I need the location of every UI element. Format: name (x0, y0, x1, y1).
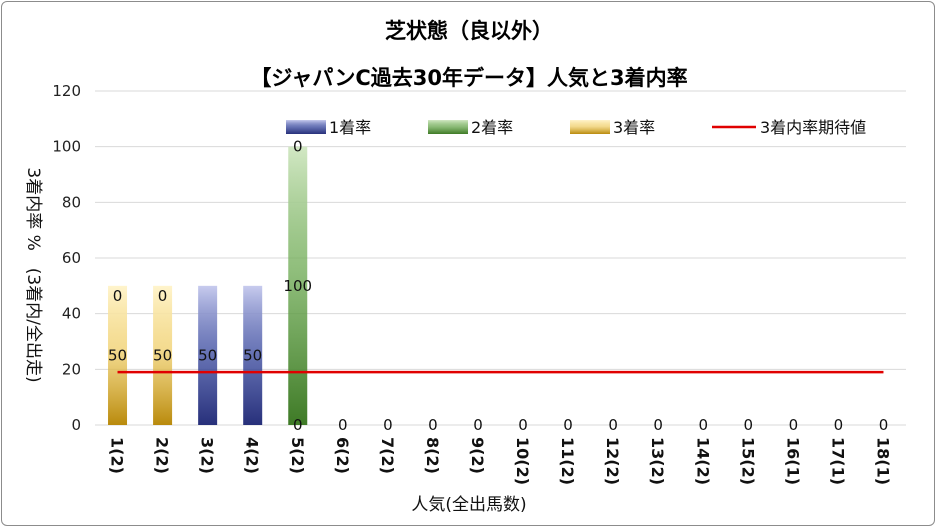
bar-1着率 (198, 285, 218, 425)
bar-2着率 (288, 146, 308, 425)
x-tick-label: 9(2) (468, 437, 487, 474)
legend-swatch (428, 120, 468, 134)
data-label-1着率: 0 (428, 416, 438, 434)
legend-item: 1着率 (286, 118, 371, 137)
legend-swatch (286, 120, 326, 134)
x-tick-label: 18(1) (873, 437, 892, 485)
gridlines (95, 90, 906, 426)
bar-3着率 (153, 285, 173, 425)
y-tick-label: 100 (52, 138, 81, 156)
x-tick-label: 10(2) (513, 437, 532, 485)
legend-swatch (570, 120, 610, 134)
x-tick-label: 13(2) (648, 437, 667, 485)
x-tick-label: 5(2) (288, 437, 307, 474)
y-tick-label: 60 (62, 249, 81, 267)
data-label-3着率: 50 (108, 346, 127, 364)
x-tick-label: 1(2) (108, 437, 127, 474)
x-tick-label: 16(1) (783, 437, 802, 485)
data-label-1着率: 0 (293, 416, 303, 434)
bars (108, 146, 308, 425)
x-tick-label: 6(2) (333, 437, 352, 474)
x-tick-label: 14(2) (693, 437, 712, 485)
y-tick-label: 80 (62, 193, 81, 211)
data-label-1着率: 0 (383, 416, 393, 434)
data-label-1着率: 0 (518, 416, 528, 434)
y-axis-label: 3着内率 % (3着内/全出走) (23, 167, 43, 382)
legend-item: 2着率 (428, 118, 513, 137)
x-tick-label: 11(2) (558, 437, 577, 485)
y-tick-label: 120 (52, 82, 81, 100)
data-label-1着率: 0 (698, 416, 708, 434)
y-tick-label: 20 (62, 360, 81, 378)
data-label-2着率: 100 (283, 277, 312, 295)
y-tick-label: 0 (71, 416, 81, 434)
data-label-top: 0 (158, 287, 168, 305)
data-labels: 50 0 50 0 50 50 0 100 0 0 0 0 0 0 0 0 0 0 0 0 0 0 (108, 138, 888, 434)
chart-subtitle: 【ジャパンC過去30年データ】人気と3着内率 (250, 66, 687, 90)
bar-3着率 (108, 285, 128, 425)
chart-title: 芝状態（良以外） (385, 19, 553, 43)
y-tick-label: 40 (62, 305, 81, 323)
x-tick-labels: 1(2) 2(2) 3(2) 4(2) 5(2) 6(2) 7(2) 8(2) 9(2) 10(2… (108, 437, 893, 485)
data-label-3着率: 50 (243, 346, 262, 364)
x-tick-label: 12(2) (603, 437, 622, 485)
x-tick-label: 3(2) (198, 437, 217, 474)
y-tick-labels: 0 20 40 60 80 100 120 (52, 82, 81, 434)
data-label-1着率: 0 (834, 416, 844, 434)
x-tick-label: 4(2) (243, 437, 262, 474)
x-axis-label: 人気(全出馬数) (411, 495, 526, 515)
x-tick-label: 8(2) (423, 437, 442, 474)
x-tick-label: 7(2) (378, 437, 397, 474)
x-tick-label: 17(1) (828, 437, 847, 485)
x-tick-label: 15(2) (738, 437, 757, 485)
data-label-3着率: 50 (198, 346, 217, 364)
legend-label: 3着率 (613, 118, 655, 137)
legend-label: 2着率 (471, 118, 513, 137)
data-label-1着率: 0 (338, 416, 348, 434)
data-label-1着率: 0 (879, 416, 889, 434)
x-tick-label: 2(2) (153, 437, 172, 474)
bar-1着率 (243, 285, 263, 425)
data-label-1着率: 0 (653, 416, 663, 434)
legend-item: 3着率 (570, 118, 655, 137)
legend-label: 1着率 (329, 118, 371, 137)
data-label-top: 0 (113, 287, 123, 305)
data-label-1着率: 0 (608, 416, 618, 434)
data-label-3着率: 50 (153, 346, 172, 364)
legend-label: 3着内率期待値 (760, 118, 866, 137)
data-label-1着率: 0 (563, 416, 573, 434)
data-label-3着率: 0 (293, 138, 303, 156)
legend: 1着率 2着率 3着率 3着内率期待値 (286, 118, 866, 137)
legend-item: 3着内率期待値 (712, 118, 866, 137)
data-label-1着率: 0 (744, 416, 754, 434)
data-label-1着率: 0 (789, 416, 799, 434)
data-label-1着率: 0 (473, 416, 483, 434)
